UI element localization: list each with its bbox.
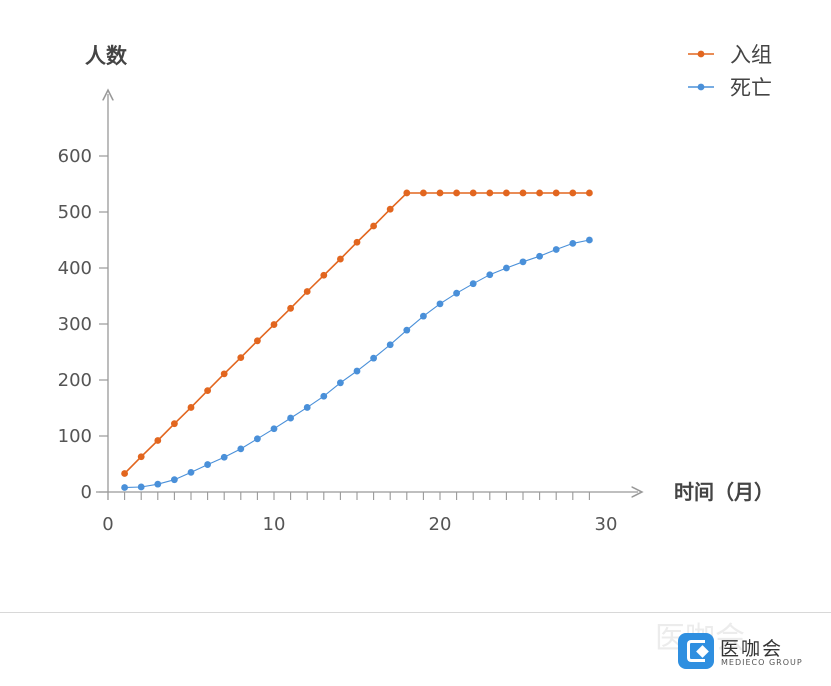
data-point <box>204 461 212 468</box>
data-point <box>187 404 195 411</box>
x-tick-label: 10 <box>263 514 286 535</box>
y-axis-title: 人数 <box>85 44 128 68</box>
data-point <box>353 238 361 246</box>
legend-label: 死亡 <box>730 76 772 100</box>
data-point <box>370 222 377 230</box>
data-point <box>519 189 527 197</box>
x-axis-title: 时间（月） <box>674 480 774 504</box>
brand-logo-icon <box>678 633 714 669</box>
data-point <box>137 483 145 491</box>
y-tick-label: 600 <box>58 146 92 167</box>
y-tick-label: 400 <box>58 258 92 279</box>
data-point <box>353 367 361 375</box>
brand-name: 医咖会 <box>720 638 784 660</box>
data-point <box>486 271 494 279</box>
data-point <box>154 437 162 444</box>
series-2 <box>121 236 593 491</box>
data-point <box>137 453 145 461</box>
data-point <box>519 258 527 266</box>
data-point <box>386 205 394 213</box>
data-point <box>121 470 128 477</box>
data-point <box>270 425 278 433</box>
legend-item: 入组 <box>688 43 772 67</box>
y-tick-label: 100 <box>58 426 92 447</box>
data-point <box>171 476 178 484</box>
data-point <box>536 252 543 260</box>
data-point <box>187 469 195 476</box>
data-point <box>469 280 477 288</box>
data-point <box>536 189 543 197</box>
data-point <box>386 341 394 349</box>
data-point <box>154 480 162 488</box>
data-point <box>237 354 245 361</box>
brand-subtitle: MEDIECO GROUP <box>721 658 803 667</box>
data-point <box>204 387 212 395</box>
series-1 <box>121 189 593 477</box>
data-point <box>303 288 311 295</box>
data-point <box>569 239 577 247</box>
data-point <box>270 321 278 328</box>
y-tick-label: 500 <box>58 202 92 223</box>
data-point <box>469 189 477 197</box>
data-point <box>552 246 560 253</box>
data-point <box>220 453 228 461</box>
legend-swatch-marker <box>697 50 705 58</box>
legend-item: 死亡 <box>688 76 772 100</box>
data-point <box>403 189 411 197</box>
data-point <box>503 189 510 197</box>
data-point <box>254 435 261 443</box>
data-point <box>436 189 444 197</box>
x-tick-label: 30 <box>595 514 618 535</box>
data-point <box>370 354 377 362</box>
data-point <box>503 264 510 272</box>
data-point <box>320 271 328 279</box>
y-tick-label: 200 <box>58 370 92 391</box>
data-point <box>586 236 593 244</box>
legend-label: 入组 <box>730 43 772 67</box>
series-line <box>124 239 590 489</box>
data-point <box>237 445 245 453</box>
data-point <box>337 379 344 387</box>
data-point <box>121 484 128 491</box>
data-point <box>420 189 427 197</box>
data-point <box>420 312 427 320</box>
data-point <box>171 420 178 428</box>
data-point <box>254 337 261 345</box>
y-tick-label: 0 <box>81 482 92 503</box>
series-layer <box>121 189 593 491</box>
series-line <box>124 192 590 475</box>
data-point <box>337 255 344 263</box>
data-point <box>287 414 294 422</box>
data-point <box>220 370 228 378</box>
data-point <box>453 289 460 297</box>
data-point <box>586 189 593 197</box>
data-point <box>287 304 294 312</box>
data-point <box>453 189 460 197</box>
data-point <box>436 300 444 308</box>
data-point <box>403 326 411 334</box>
data-point <box>303 404 311 411</box>
x-tick-label: 0 <box>102 514 113 535</box>
data-point <box>552 189 560 197</box>
x-tick-label: 20 <box>429 514 452 535</box>
data-point <box>569 189 577 197</box>
data-point <box>486 189 494 197</box>
legend-swatch-marker <box>697 83 705 91</box>
footer-divider <box>0 612 831 613</box>
y-tick-label: 300 <box>58 314 92 335</box>
data-point <box>320 392 328 400</box>
